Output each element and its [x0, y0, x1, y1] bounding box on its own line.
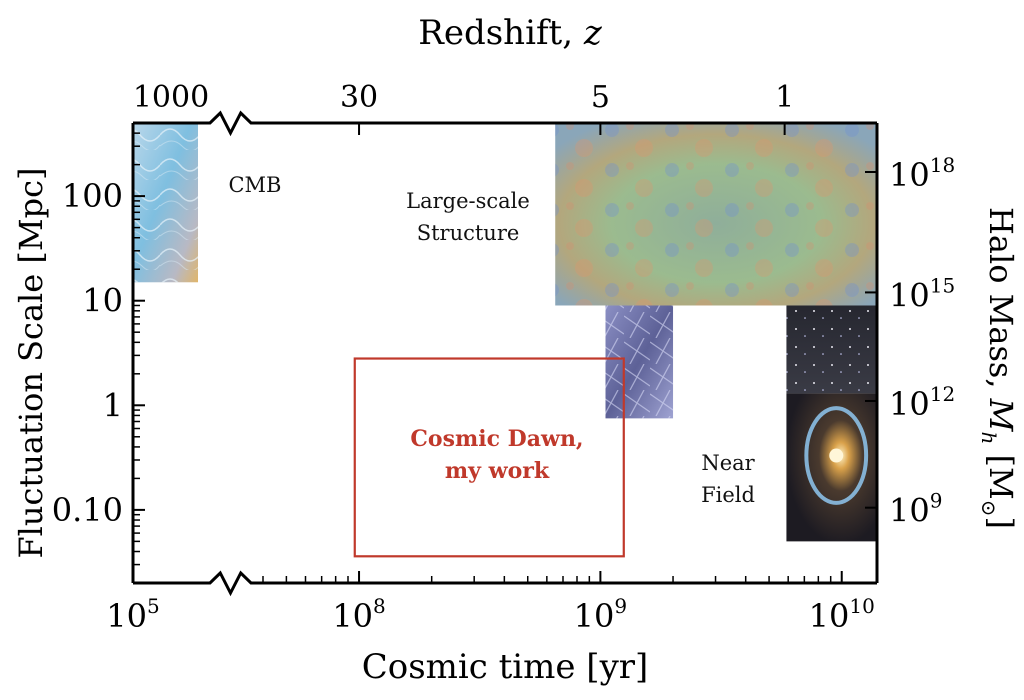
x-tick-label: 109: [574, 594, 627, 635]
x-tick-label: 105: [106, 594, 159, 635]
x-tick-label: 1010: [809, 594, 875, 635]
top-tick-label: 1: [775, 80, 794, 115]
y-tick-label: 0.10: [52, 491, 123, 529]
right-tick-label: 1018: [889, 153, 955, 194]
region-galaxy-field-texture: [786, 305, 877, 394]
right-tick-label: 109: [889, 489, 942, 530]
region-cosmic-dawn-box: [353, 357, 625, 558]
regions-layer: [133, 123, 877, 558]
region-large-scale-structure-texture: [555, 123, 877, 306]
y-axis-title: Fluctuation Scale [Mpc]: [12, 167, 50, 558]
region-label-cosmic-dawn: my work: [445, 458, 550, 484]
bottom-axis-line: [133, 570, 877, 597]
top-tick-label: 5: [591, 80, 610, 115]
top-tick-label: 1000: [133, 80, 209, 115]
einstein-ring: [804, 406, 869, 505]
region-label-cmb: CMB: [228, 173, 281, 197]
region-label-large-scale-structure: Large-scale: [406, 189, 530, 213]
top-axis-line: [133, 110, 877, 137]
region-cosmic-web-texture: [605, 305, 674, 419]
right-tick-label: 1012: [889, 382, 955, 423]
labels-layer: 105 108 109 1010 100 10 1 0.10 1000 30 5 1 1018 1015 1…: [12, 13, 1020, 687]
region-label-cosmic-dawn: Cosmic Dawn,: [410, 426, 583, 452]
right-tick-label: 1015: [889, 273, 955, 314]
x-axis-title: Cosmic time [yr]: [362, 647, 649, 687]
region-cmb-texture: [133, 123, 198, 283]
right-axis-title: Halo Mass, Mh [M⊙]: [977, 207, 1020, 529]
y-tick-label: 1: [103, 386, 123, 424]
top-axis-title: Redshift, z: [418, 13, 603, 53]
x-tick-label: 108: [332, 594, 385, 635]
y-tick-label: 10: [82, 282, 123, 320]
axes-layer: [131, 110, 879, 597]
top-tick-label: 30: [340, 80, 378, 115]
region-label-near-field: Near: [701, 451, 755, 475]
region-label-near-field: Field: [701, 483, 755, 507]
region-near-field-image: [786, 393, 877, 542]
lens-galaxy-core: [829, 448, 844, 463]
y-tick-label: 100: [62, 177, 123, 215]
region-label-large-scale-structure: Structure: [417, 221, 520, 245]
